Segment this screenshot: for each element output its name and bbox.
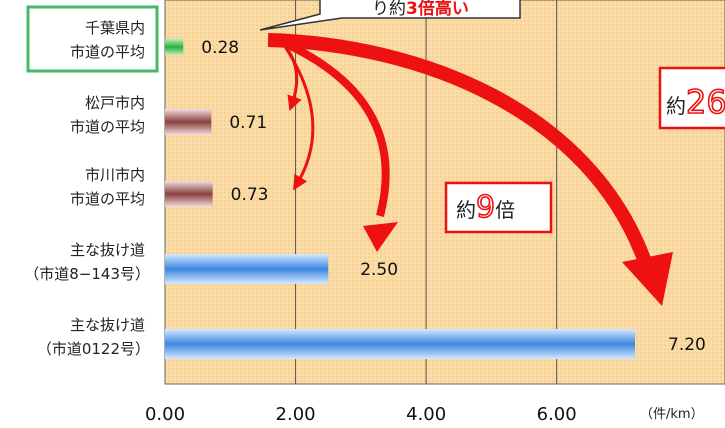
category-label-3-line-0: 主な抜け道 [70, 241, 145, 259]
category-label-0-line-0: 千葉県内 [85, 19, 145, 37]
x-tick-labels: 0.00 2.00 4.00 6.00 [145, 404, 577, 425]
callout-highlight: 3倍高い [406, 0, 469, 19]
nine-times-badge: 約9倍 [446, 183, 551, 232]
category-label-4-line-1: （市道0122号） [37, 340, 150, 358]
unit-label: （件/km） [640, 407, 704, 422]
category-label-0-line-1: 市道の平均 [70, 43, 145, 61]
x-tick-label-2: 4.00 [406, 404, 446, 425]
category-label-3-line-1: （市道8−143号） [24, 265, 150, 283]
value-label-4: 7.20 [668, 335, 706, 355]
x-tick-label-3: 6.00 [537, 404, 577, 425]
bar-4 [165, 329, 635, 359]
x-tick-label-1: 2.00 [276, 404, 316, 425]
nine-times-number: 9 [476, 190, 495, 225]
twenty-six-times-badge: 約26 [660, 68, 725, 128]
x-tick-label-0: 0.00 [145, 404, 185, 425]
highlight-frame [28, 7, 157, 71]
value-label-2: 0.73 [231, 185, 269, 205]
twenty-six-prefix: 約 [666, 94, 686, 118]
category-label-1-line-0: 松戸市内 [85, 94, 145, 112]
value-label-1: 0.71 [229, 113, 267, 133]
nine-times-prefix: 約 [456, 198, 476, 222]
bar-2 [165, 181, 213, 207]
category-label-2-line-0: 市川市内 [85, 166, 145, 184]
twenty-six-number: 26 [686, 83, 725, 121]
bar-1 [165, 109, 211, 135]
category-label-4-line-0: 主な抜け道 [70, 316, 145, 334]
category-label-1-line-1: 市道の平均 [70, 118, 145, 136]
svg-text:り約3倍高い: り約3倍高い [372, 0, 469, 19]
value-label-3: 2.50 [360, 260, 398, 280]
category-labels: 千葉県内市道の平均松戸市内市道の平均市川市内市道の平均主な抜け道（市道8−143… [24, 7, 157, 358]
nine-times-suffix: 倍 [495, 198, 515, 222]
bar-3 [165, 254, 328, 284]
bar-0 [165, 39, 183, 55]
value-label-0: 0.28 [201, 38, 239, 58]
callout-prefix: り約 [372, 0, 406, 19]
category-label-2-line-1: 市道の平均 [70, 190, 145, 208]
